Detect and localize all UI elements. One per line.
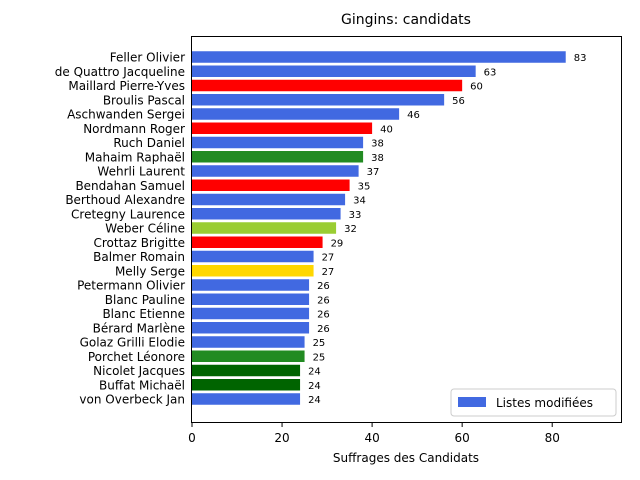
category-label: Mahaim Raphaël xyxy=(85,150,185,164)
category-label: Buffat Michaël xyxy=(99,378,185,392)
value-label: 60 xyxy=(470,82,483,93)
value-label: 26 xyxy=(317,281,330,292)
bar xyxy=(192,322,310,334)
bar xyxy=(192,265,314,277)
value-label: 26 xyxy=(317,310,330,321)
legend: Listes modifiées xyxy=(450,388,617,417)
value-label: 26 xyxy=(317,295,330,306)
category-label: Blanc Pauline xyxy=(105,293,185,307)
x-tick-label: 60 xyxy=(455,431,470,445)
category-label: Balmer Romain xyxy=(93,250,185,264)
value-label: 37 xyxy=(367,167,380,178)
legend-label: Listes modifiées xyxy=(496,396,593,410)
bar xyxy=(192,151,364,163)
value-label: 40 xyxy=(380,124,393,135)
bar xyxy=(192,307,310,320)
x-axis-title: Suffrages des Candidats xyxy=(333,451,479,465)
x-tick-label: 80 xyxy=(545,431,560,445)
bar xyxy=(192,293,310,305)
bar xyxy=(192,108,400,120)
bar xyxy=(192,79,463,92)
bar xyxy=(192,122,373,134)
bar xyxy=(192,193,346,206)
value-label: 24 xyxy=(308,367,321,378)
category-label: Cretegny Laurence xyxy=(71,207,185,221)
value-label: 38 xyxy=(371,153,384,164)
bar xyxy=(192,393,301,405)
value-label: 83 xyxy=(574,53,587,64)
bar xyxy=(192,236,323,248)
bar xyxy=(192,250,314,263)
value-label: 24 xyxy=(308,381,321,392)
bar xyxy=(192,65,476,77)
value-label: 29 xyxy=(331,238,344,249)
category-label: Berthoud Alexandre xyxy=(65,193,185,207)
x-tick-label: 20 xyxy=(274,431,289,445)
value-label: 46 xyxy=(407,110,420,121)
value-label: 38 xyxy=(371,139,384,150)
value-label: 25 xyxy=(313,338,326,349)
category-label: Maillard Pierre-Yves xyxy=(68,79,185,93)
legend-swatch xyxy=(458,397,486,407)
bars-group xyxy=(192,51,566,405)
legend-box xyxy=(450,388,617,417)
chart-title: Gingins: candidats xyxy=(341,12,471,28)
bar xyxy=(192,379,301,391)
category-label: Nordmann Roger xyxy=(83,122,185,136)
bar xyxy=(192,136,364,149)
category-label: Wehrli Laurent xyxy=(97,165,185,179)
value-label: 63 xyxy=(484,67,497,78)
category-label: Golaz Grilli Elodie xyxy=(80,336,185,350)
bar xyxy=(192,94,445,106)
value-label: 26 xyxy=(317,324,330,335)
value-label: 24 xyxy=(308,395,321,406)
bar xyxy=(192,208,341,220)
bar xyxy=(192,336,305,348)
value-label: 27 xyxy=(322,267,335,278)
value-label: 27 xyxy=(322,253,335,264)
category-label: Blanc Etienne xyxy=(102,307,185,321)
bar xyxy=(192,279,310,291)
category-label: Porchet Léonore xyxy=(88,350,185,364)
value-label: 34 xyxy=(353,196,366,207)
category-label: Petermann Olivier xyxy=(77,279,185,293)
bar xyxy=(192,364,301,377)
x-tick-label: 40 xyxy=(364,431,379,445)
plot-frame xyxy=(191,36,622,423)
value-label: 33 xyxy=(349,210,362,221)
value-label: 25 xyxy=(313,352,326,363)
category-label: Crottaz Brigitte xyxy=(93,236,185,250)
category-label: Feller Olivier xyxy=(110,51,185,65)
category-label: Aschwanden Sergei xyxy=(67,108,185,122)
x-axis-ticks: 0 20 40 60 80 xyxy=(188,423,560,445)
bar xyxy=(192,179,350,191)
bar xyxy=(192,350,305,362)
category-label: de Quattro Jacqueline xyxy=(55,65,185,79)
value-label: 32 xyxy=(344,224,357,235)
bar xyxy=(192,222,337,234)
category-label: Weber Céline xyxy=(105,222,185,236)
category-label: von Overbeck Jan xyxy=(79,393,185,407)
category-label: Bérard Marlène xyxy=(93,321,185,335)
category-label: Melly Serge xyxy=(115,264,185,278)
category-label: Nicolet Jacques xyxy=(93,364,185,378)
bar xyxy=(192,51,566,63)
value-label: 35 xyxy=(358,181,371,192)
x-tick-label: 0 xyxy=(188,431,196,445)
category-label: Ruch Daniel xyxy=(113,136,185,150)
category-label: Bendahan Samuel xyxy=(75,179,185,193)
bar xyxy=(192,165,359,177)
category-label: Broulis Pascal xyxy=(103,93,185,107)
value-label: 56 xyxy=(452,96,465,107)
